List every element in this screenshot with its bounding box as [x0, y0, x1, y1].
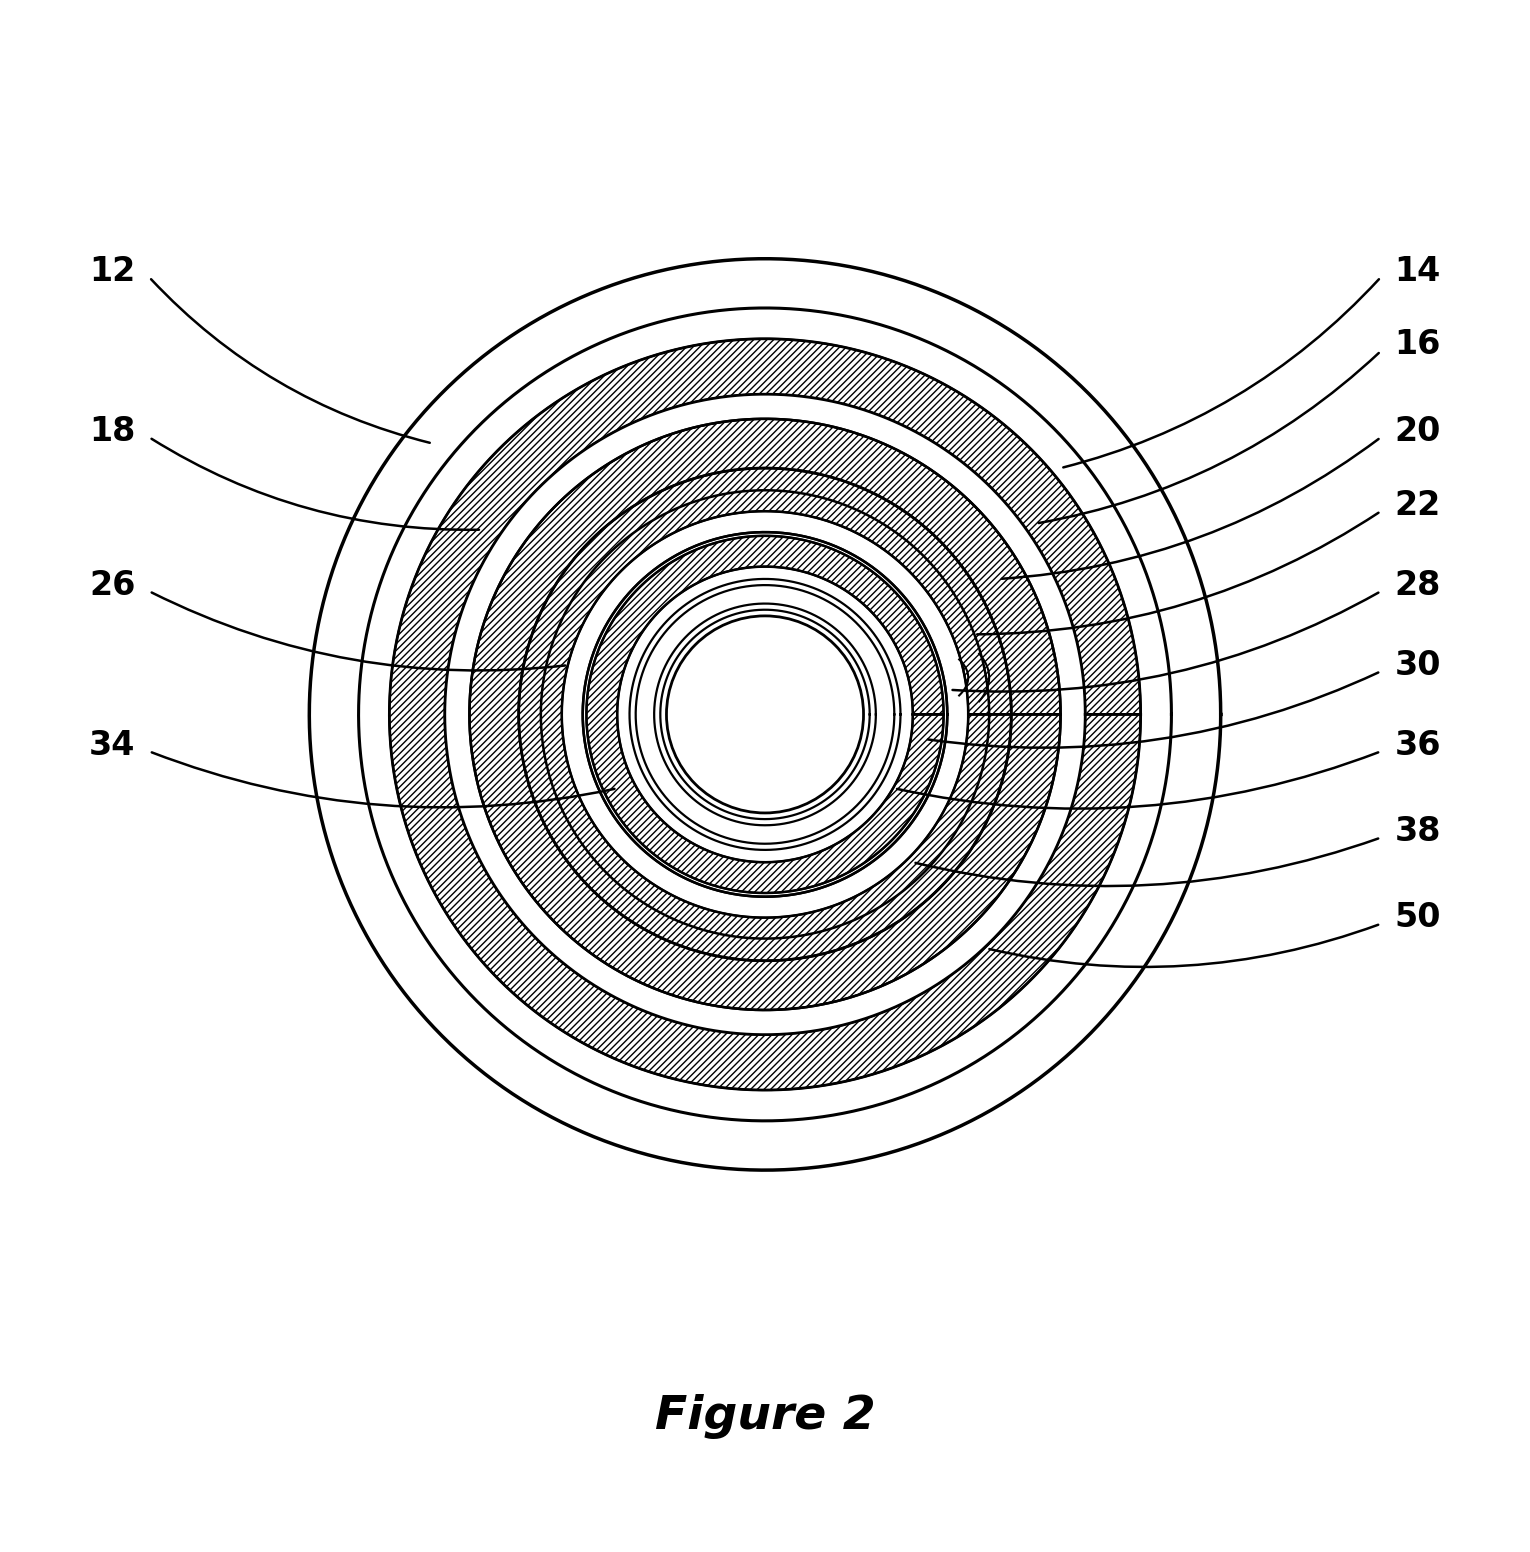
Circle shape — [667, 616, 863, 813]
Text: 36: 36 — [1394, 729, 1441, 762]
Polygon shape — [445, 394, 1085, 1035]
Text: 18: 18 — [89, 414, 136, 447]
Text: 26: 26 — [89, 568, 136, 602]
Text: 14: 14 — [1395, 255, 1441, 287]
Text: 12: 12 — [89, 255, 135, 287]
Circle shape — [583, 532, 947, 897]
Text: 38: 38 — [1394, 815, 1441, 847]
Text: 50: 50 — [1394, 902, 1441, 934]
Text: 28: 28 — [1394, 568, 1441, 602]
Polygon shape — [470, 419, 1060, 1010]
Text: 16: 16 — [1394, 329, 1441, 362]
Text: Figure 2: Figure 2 — [655, 1394, 875, 1439]
Text: 20: 20 — [1394, 414, 1441, 447]
Polygon shape — [389, 338, 1141, 1090]
Text: 34: 34 — [89, 729, 136, 762]
Text: 30: 30 — [1394, 649, 1441, 681]
Text: 22: 22 — [1395, 489, 1441, 521]
Polygon shape — [586, 535, 944, 892]
